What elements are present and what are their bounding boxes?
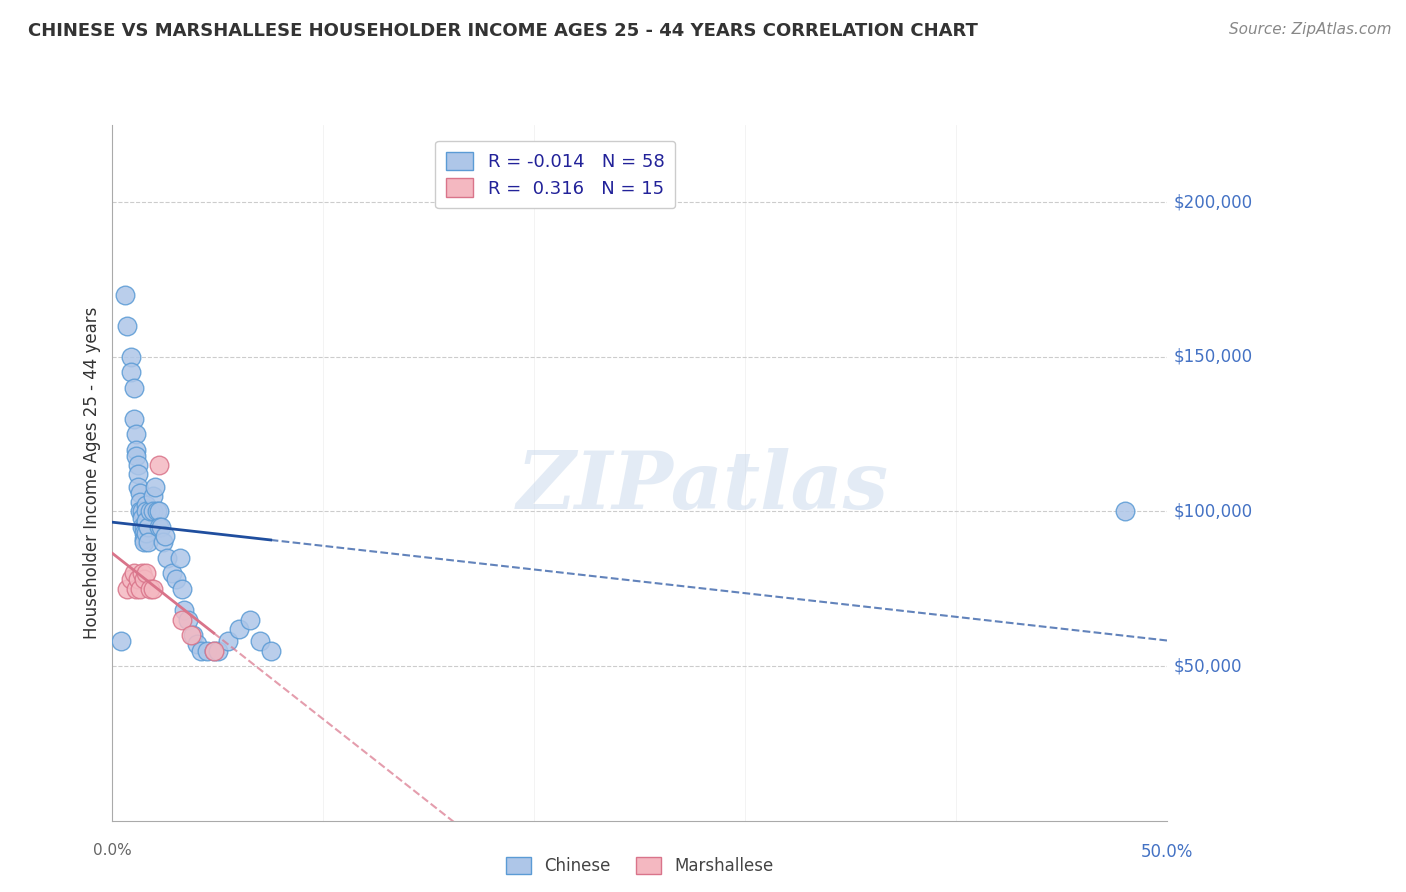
Point <box>135 526 157 541</box>
Point <box>124 427 148 442</box>
Point <box>135 498 157 512</box>
Point <box>165 573 187 587</box>
Point <box>121 573 143 587</box>
Point <box>138 520 160 534</box>
Point <box>148 504 170 518</box>
Text: 0.0%: 0.0% <box>93 843 132 858</box>
Point <box>132 535 156 549</box>
Point <box>148 520 170 534</box>
Point <box>180 628 202 642</box>
Point <box>218 634 240 648</box>
Point <box>131 566 153 581</box>
Point <box>239 613 262 627</box>
Text: Source: ZipAtlas.com: Source: ZipAtlas.com <box>1229 22 1392 37</box>
Point <box>110 634 132 648</box>
Point <box>132 533 156 547</box>
Point <box>202 643 225 657</box>
Point <box>173 603 195 617</box>
Point <box>207 643 229 657</box>
Point <box>1114 504 1136 518</box>
Text: ZIPatlas: ZIPatlas <box>517 448 889 525</box>
Point <box>141 489 163 503</box>
Point <box>129 582 152 596</box>
Point <box>129 486 152 500</box>
Point <box>160 566 183 581</box>
Point <box>122 566 145 581</box>
Text: $100,000: $100,000 <box>1174 502 1253 520</box>
Text: 50.0%: 50.0% <box>1140 843 1194 861</box>
Point <box>129 504 152 518</box>
Point <box>127 480 149 494</box>
Text: $150,000: $150,000 <box>1174 348 1253 366</box>
Text: CHINESE VS MARSHALLESE HOUSEHOLDER INCOME AGES 25 - 44 YEARS CORRELATION CHART: CHINESE VS MARSHALLESE HOUSEHOLDER INCOM… <box>28 22 979 40</box>
Point <box>121 365 143 379</box>
Point <box>131 520 153 534</box>
Point <box>135 514 157 528</box>
Text: $50,000: $50,000 <box>1174 657 1243 675</box>
Point <box>228 622 250 636</box>
Point <box>122 381 145 395</box>
Point <box>122 411 145 425</box>
Point <box>150 520 172 534</box>
Point <box>117 318 138 333</box>
Point <box>177 613 200 627</box>
Point <box>195 643 219 657</box>
Point <box>132 520 156 534</box>
Point <box>124 442 148 457</box>
Text: $200,000: $200,000 <box>1174 194 1253 211</box>
Point <box>152 535 174 549</box>
Y-axis label: Householder Income Ages 25 - 44 years: Householder Income Ages 25 - 44 years <box>83 307 101 639</box>
Point <box>114 288 136 302</box>
Point <box>172 582 194 596</box>
Point <box>131 504 153 518</box>
Point <box>139 504 162 518</box>
Point <box>148 458 170 472</box>
Point <box>249 634 271 648</box>
Point <box>259 643 281 657</box>
Point <box>146 504 169 518</box>
Point <box>139 582 162 596</box>
Point <box>143 480 166 494</box>
Point <box>121 350 143 364</box>
Point <box>124 449 148 463</box>
Point <box>181 628 204 642</box>
Point <box>132 526 156 541</box>
Point <box>186 637 208 651</box>
Point <box>132 573 156 587</box>
Point <box>190 643 212 657</box>
Point <box>202 643 225 657</box>
Point <box>135 504 157 518</box>
Point <box>169 550 191 565</box>
Point <box>138 535 160 549</box>
Point <box>124 582 148 596</box>
Point <box>127 573 149 587</box>
Point <box>155 529 177 543</box>
Point <box>127 458 149 472</box>
Point <box>129 495 152 509</box>
Point <box>156 550 179 565</box>
Legend: Chinese, Marshallese: Chinese, Marshallese <box>499 850 780 882</box>
Point <box>141 582 163 596</box>
Point <box>117 582 138 596</box>
Point <box>172 613 194 627</box>
Point <box>141 504 163 518</box>
Point <box>127 467 149 482</box>
Point <box>135 566 157 581</box>
Point <box>131 510 153 524</box>
